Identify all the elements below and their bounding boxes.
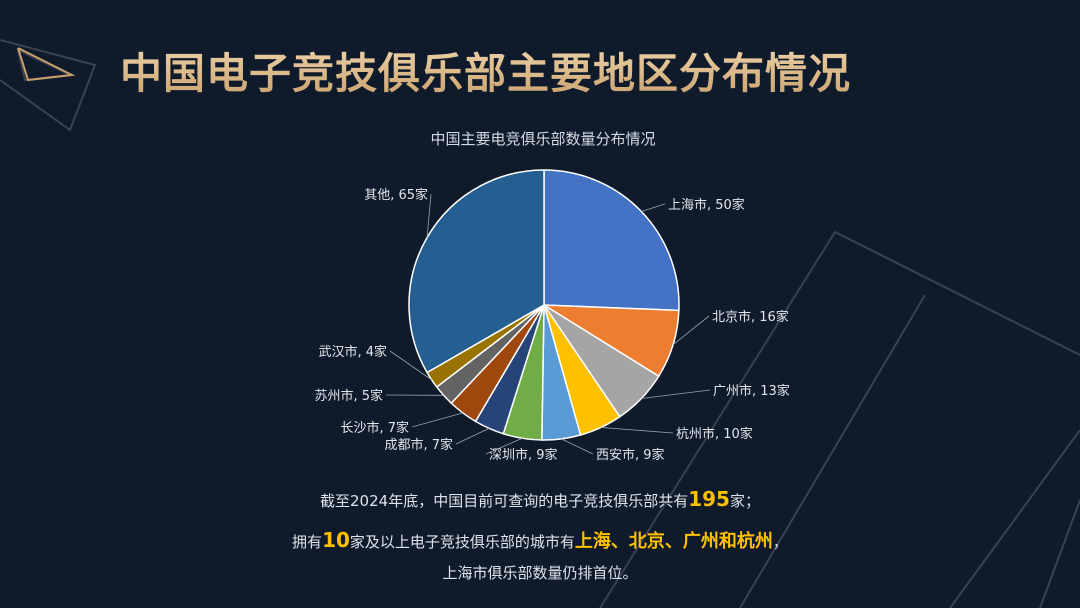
data-label-2: 北京市, 16家 bbox=[712, 309, 789, 325]
data-label-9: 苏州市, 5家 bbox=[314, 388, 383, 404]
data-label-8: 长沙市, 7家 bbox=[340, 420, 409, 436]
total-clubs-number: 195 bbox=[688, 487, 730, 511]
summary-line-1: 截至2024年底，中国目前可查询的电子竞技俱乐部共有195家； bbox=[0, 487, 1080, 511]
leader-line-6 bbox=[485, 437, 523, 455]
data-label-10: 武汉市, 4家 bbox=[318, 344, 387, 360]
data-label-3: 广州市, 13家 bbox=[713, 383, 790, 399]
data-label-5: 西安市, 9家 bbox=[596, 447, 665, 463]
leader-line-4 bbox=[600, 427, 674, 434]
summary-line-1-post: 家； bbox=[729, 492, 760, 510]
leader-line-7 bbox=[455, 427, 490, 445]
data-label-6: 深圳市, 9家 bbox=[489, 447, 558, 463]
summary-line-2-post: ， bbox=[772, 533, 788, 551]
summary-line-2: 拥有10家及以上电子竞技俱乐部的城市有上海、北京、广州和杭州， bbox=[0, 527, 1080, 553]
leader-line-5 bbox=[561, 438, 594, 455]
summary-line-3: 上海市俱乐部数量仍排首位。 bbox=[442, 564, 638, 582]
data-label-1: 上海市, 50家 bbox=[668, 197, 745, 213]
leader-line-11 bbox=[426, 193, 432, 238]
chart-title: 中国主要电竞俱乐部数量分布情况 bbox=[430, 130, 656, 148]
pie-slice-11 bbox=[408, 169, 545, 374]
page-title: 中国电子竞技俱乐部主要地区分布情况 bbox=[120, 40, 851, 101]
leader-line-2 bbox=[672, 315, 710, 345]
data-label-4: 杭州市, 10家 bbox=[676, 426, 753, 442]
summary-line-2-pre: 拥有 bbox=[292, 533, 323, 551]
leader-line-8 bbox=[411, 412, 464, 428]
threshold-number: 10 bbox=[322, 528, 350, 552]
data-label-11: 其他, 65家 bbox=[364, 187, 428, 203]
data-label-7: 成都市, 7家 bbox=[384, 437, 453, 453]
pie-slice-1 bbox=[543, 169, 680, 312]
leader-line-3 bbox=[641, 389, 711, 399]
summary-line-2-mid: 家及以上电子竞技俱乐部的城市有 bbox=[349, 533, 575, 551]
summary-line-1-pre: 截至2024年底，中国目前可查询的电子竞技俱乐部共有 bbox=[320, 492, 689, 510]
leader-line-10 bbox=[389, 350, 432, 381]
top-cities: 上海、北京、广州和杭州 bbox=[574, 531, 773, 552]
leader-line-1 bbox=[641, 203, 666, 212]
